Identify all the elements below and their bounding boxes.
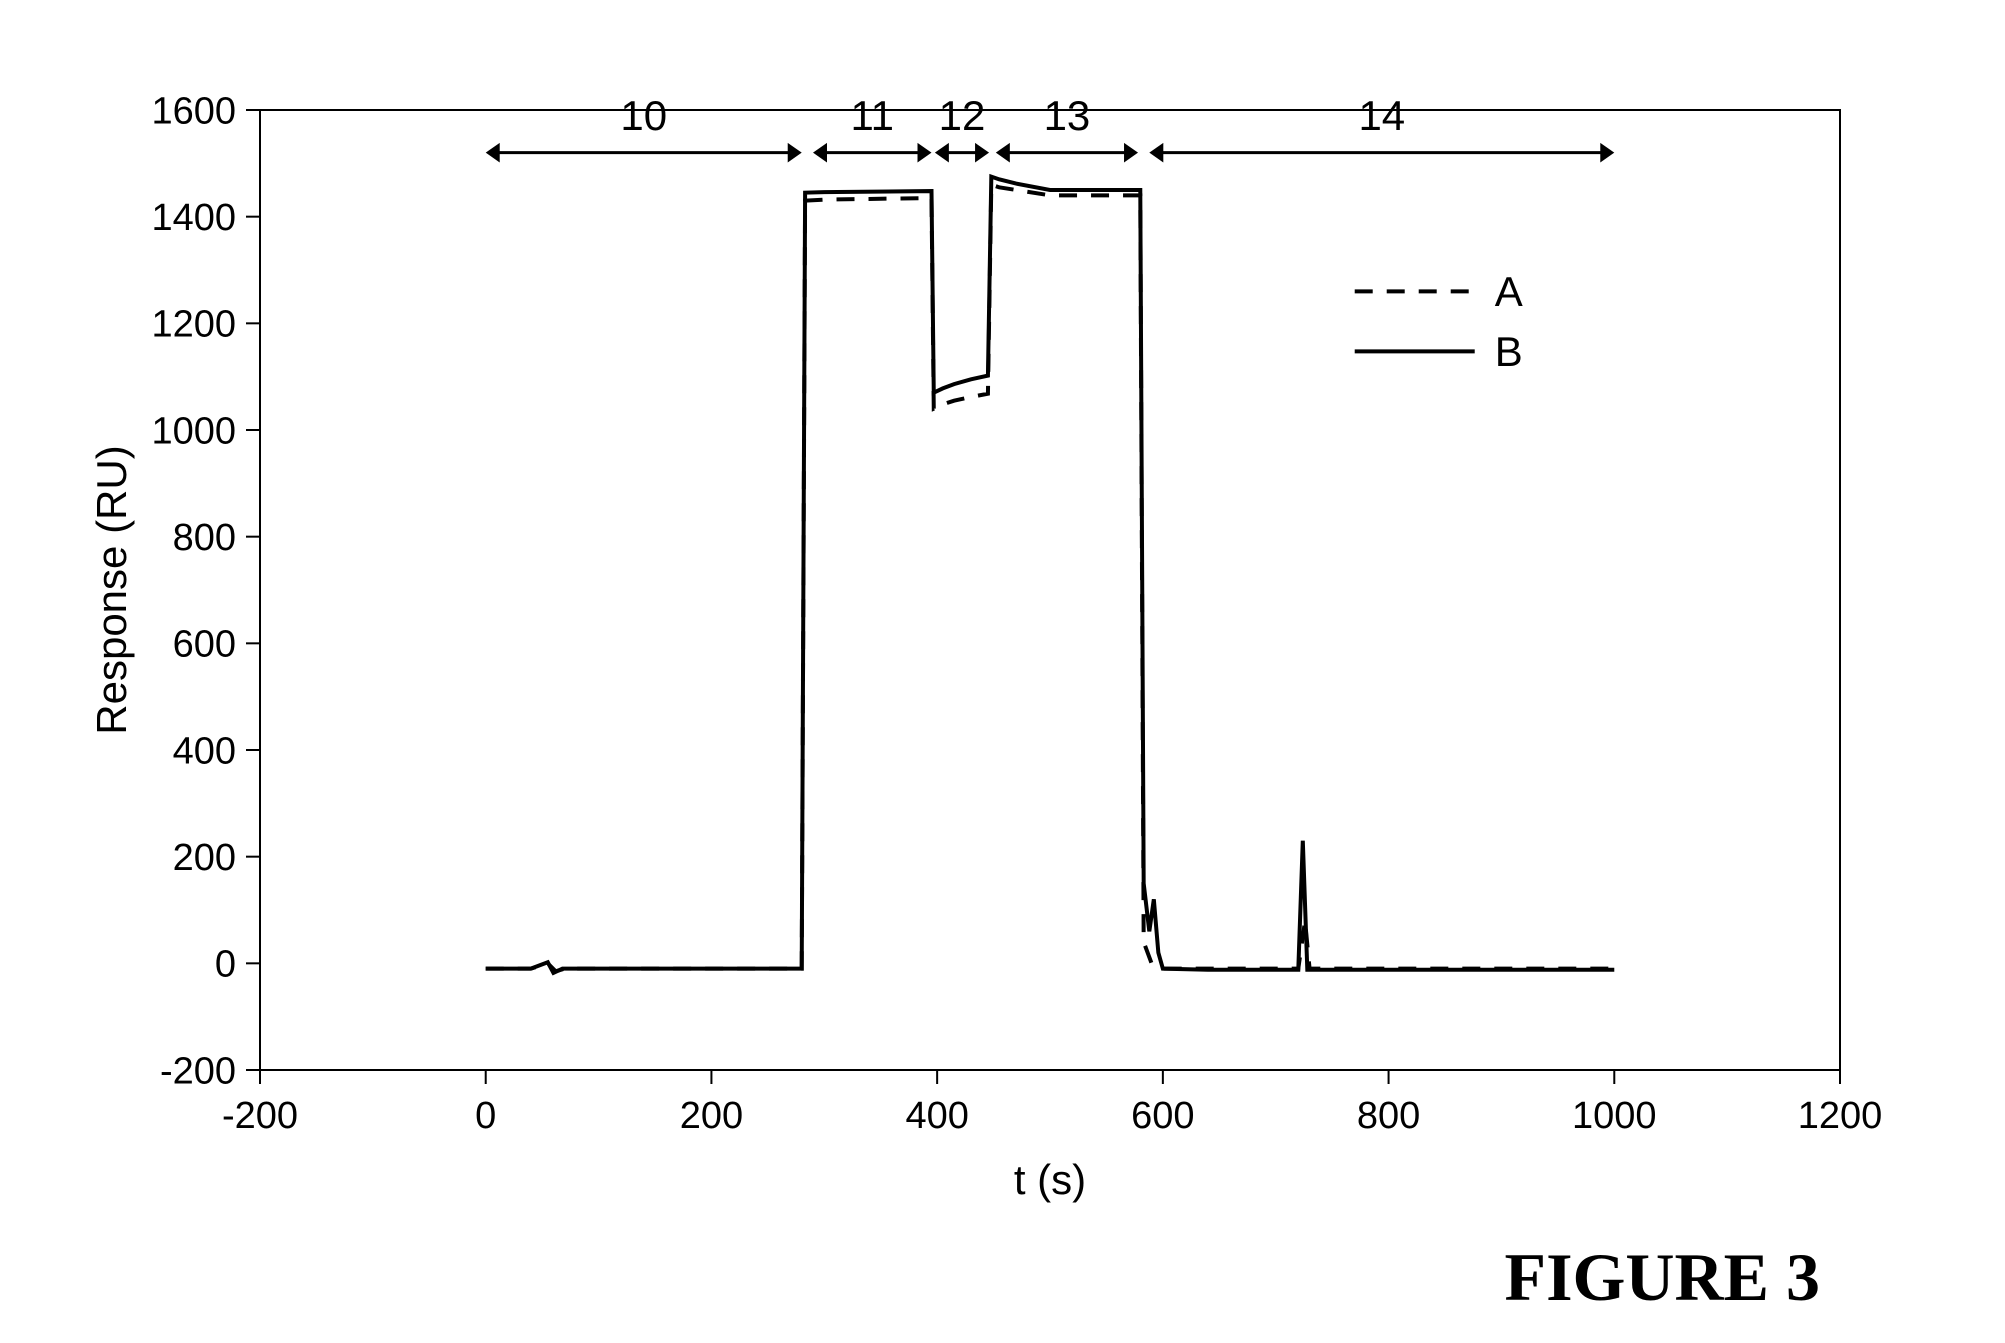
arrowhead-icon [813,143,827,163]
series-B [486,177,1615,973]
x-tick-label: -200 [222,1095,298,1137]
y-tick-label: 1000 [151,410,236,452]
x-tick-label: 0 [475,1095,496,1137]
x-tick-label: 800 [1357,1095,1420,1137]
y-tick-label: 200 [173,837,236,879]
legend-label-A: A [1495,268,1523,315]
y-tick-label: 1400 [151,197,236,239]
y-tick-label: 800 [173,517,236,559]
series-A [486,185,1615,972]
figure-container: -200 0 200 400 600 800 1000 1200 t (s) -200 0 200 40… [0,0,2005,1343]
chart-svg: -200 0 200 400 600 800 1000 1200 t (s) -200 0 200 40… [0,0,2005,1343]
x-tick-label: 1200 [1798,1095,1883,1137]
y-tick-label: 400 [173,730,236,772]
x-tick-label: 400 [905,1095,968,1137]
y-tick-label: -200 [160,1050,236,1092]
arrowhead-icon [1124,143,1138,163]
y-tick-label: 1200 [151,304,236,346]
x-tick-label: 1000 [1572,1095,1657,1137]
legend-label-B: B [1495,328,1523,375]
annotation-label: 13 [1044,92,1091,139]
plot-border [260,110,1840,1070]
annotation-label: 10 [620,92,667,139]
y-tick-label: 600 [173,624,236,666]
y-tick-label: 1600 [151,90,236,132]
arrowhead-icon [1149,143,1163,163]
x-tick-label: 200 [680,1095,743,1137]
annotation-label: 11 [850,92,894,139]
arrowhead-icon [918,143,932,163]
arrowhead-icon [935,143,949,163]
annotation-label: 14 [1358,92,1405,139]
x-tick-label: 600 [1131,1095,1194,1137]
annotation-label: 12 [939,92,986,139]
x-axis-title: t (s) [1014,1156,1086,1203]
arrowhead-icon [1600,143,1614,163]
arrowhead-icon [996,143,1010,163]
arrowhead-icon [788,143,802,163]
arrowhead-icon [486,143,500,163]
y-tick-label: 0 [215,944,236,986]
arrowhead-icon [975,143,989,163]
y-axis-title: Response (RU) [88,445,135,734]
figure-title: FIGURE 3 [1505,1239,1820,1315]
